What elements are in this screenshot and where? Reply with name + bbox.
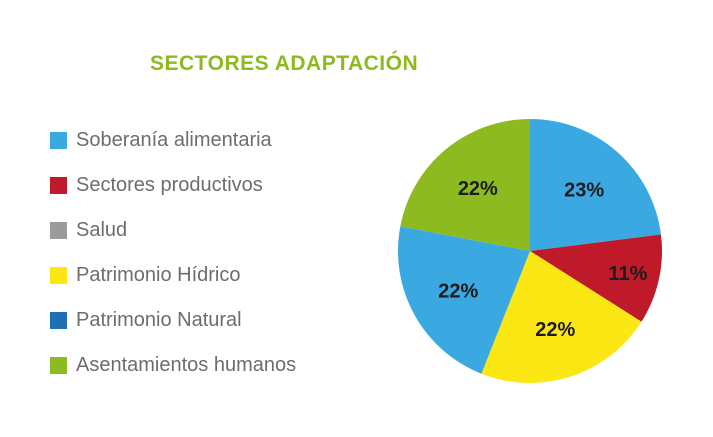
legend-swatch bbox=[50, 357, 67, 374]
legend-label: Patrimonio Natural bbox=[76, 309, 242, 331]
legend-item-soberania: Soberanía alimentaria bbox=[50, 118, 296, 163]
pie-slice bbox=[398, 226, 530, 374]
legend: Soberanía alimentaria Sectores productiv… bbox=[50, 118, 296, 388]
pie-slice bbox=[530, 234, 662, 322]
legend-label: Patrimonio Hídrico bbox=[76, 264, 241, 286]
legend-swatch bbox=[50, 222, 67, 239]
slice-label: 23% bbox=[564, 180, 604, 202]
legend-label: Salud bbox=[76, 219, 128, 241]
legend-swatch bbox=[50, 312, 67, 329]
slice-label: 22% bbox=[458, 178, 498, 200]
chart-title: SECTORES ADAPTACIÓN bbox=[150, 52, 419, 75]
slice-label: 22% bbox=[438, 280, 478, 302]
legend-label: Soberanía alimentaria bbox=[76, 129, 272, 151]
pie-chart: 23% 11% 22% 22% 22% bbox=[398, 119, 662, 383]
legend-swatch bbox=[50, 132, 67, 149]
legend-item-salud: Salud bbox=[50, 208, 296, 253]
pie-slice bbox=[481, 251, 642, 383]
legend-label: Sectores productivos bbox=[76, 174, 263, 196]
legend-item-patrimonio-hidrico: Patrimonio Hídrico bbox=[50, 253, 296, 298]
pie-slice bbox=[530, 119, 661, 251]
legend-swatch bbox=[50, 177, 67, 194]
legend-item-sectores-productivos: Sectores productivos bbox=[50, 163, 296, 208]
legend-item-asentamientos: Asentamientos humanos bbox=[50, 343, 296, 388]
legend-item-patrimonio-natural: Patrimonio Natural bbox=[50, 298, 296, 343]
legend-label: Asentamientos humanos bbox=[76, 354, 297, 376]
slice-label: 22% bbox=[535, 319, 575, 341]
pie-slice bbox=[400, 119, 530, 251]
slice-label: 11% bbox=[608, 263, 647, 285]
legend-swatch bbox=[50, 267, 67, 284]
